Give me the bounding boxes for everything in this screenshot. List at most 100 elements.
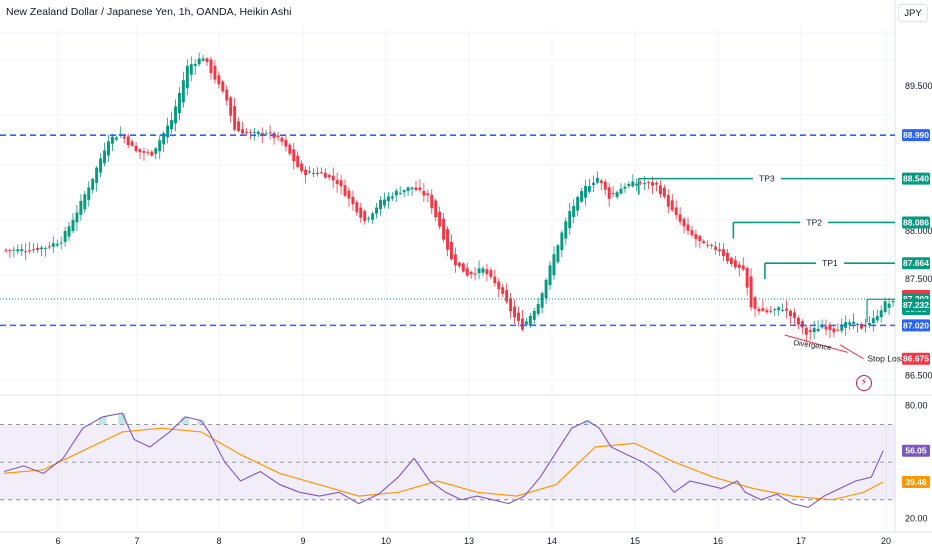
candle [536,303,540,314]
time-axis-tick: 17 [796,536,806,546]
candle [698,235,702,241]
candle [382,199,386,206]
candle [871,318,875,324]
badge-bg [902,257,930,270]
candle [422,191,426,196]
candle [517,312,520,321]
candle [725,252,729,262]
symbol-title: New Zealand Dollar / Japanese Yen, 1h, O… [6,6,292,18]
candle [781,309,785,311]
candle [651,182,655,186]
candle [461,263,465,272]
candle [205,58,209,62]
candle [398,192,402,194]
candle [63,230,67,242]
candle [221,81,225,92]
time-axis-tick: 14 [547,536,557,546]
currency-button[interactable]: JPY [898,4,928,22]
lightning-icon[interactable]: ⚡ [856,375,872,391]
candle [737,264,741,268]
candle [114,137,118,140]
candle [158,140,162,152]
candle [741,265,745,270]
candle [520,318,524,330]
badge-text: 56.05 [905,446,927,456]
candle [513,306,517,318]
candle [785,308,789,311]
candle [414,187,418,191]
badge-level: 87.232 [902,298,930,311]
candle [430,194,434,209]
rsi-badge-rsi: 56.05 [902,444,930,457]
candle [446,229,449,250]
candle [836,329,840,331]
candle [394,190,398,196]
candle [883,301,887,313]
candle [860,323,863,329]
badge-tp2: 88.086 [902,216,930,229]
badge-bg [902,216,930,229]
time-axis-tick: 8 [216,536,221,546]
candle [532,310,536,320]
candle [103,150,107,164]
candle [627,183,631,187]
candle [662,187,666,197]
candle [820,325,824,328]
candle [170,119,174,130]
candle [138,149,142,153]
candle [8,250,12,252]
candle [528,315,532,326]
candle [722,249,725,257]
candle [438,211,442,227]
target-tp2: TP2 [732,216,895,239]
candle [59,242,63,244]
candle [615,192,619,197]
candle [355,202,359,213]
time-axis-tick: 9 [300,536,305,546]
candle [418,187,422,190]
candle [122,136,126,139]
candle [292,149,296,162]
candle [694,234,698,240]
candle [296,155,300,167]
badge-tp3: 88.540 [902,172,930,185]
time-axis-tick: 7 [134,536,139,546]
candle [39,247,43,250]
target-label: TP2 [806,217,822,227]
candle [47,246,51,248]
candle [233,106,237,130]
candle [280,137,284,142]
candle [174,106,177,124]
candle [635,183,639,186]
candle [166,125,170,138]
candle [268,132,272,134]
candle [134,145,138,151]
candle [256,131,260,135]
candle [260,132,264,135]
candle [177,92,181,113]
candle [229,97,233,116]
candle [312,173,315,175]
candle [209,59,213,73]
candle [323,172,327,178]
badge-bg [902,129,930,142]
candle [110,136,114,144]
candle [773,309,777,311]
candle [244,131,248,133]
badge-stop-loss: 86.675 [902,352,930,365]
candle [36,247,39,250]
candle [347,190,351,199]
candle [331,175,335,181]
candle [544,279,548,299]
candle [623,186,627,189]
target-label-bg [815,257,844,270]
badge-resistance: 88.990 [902,129,930,142]
candle [580,191,584,202]
candle [24,251,28,253]
target-label: TP1 [822,258,838,268]
time-axis-tick: 6 [55,536,60,546]
candle [591,182,595,186]
candle [367,218,371,220]
